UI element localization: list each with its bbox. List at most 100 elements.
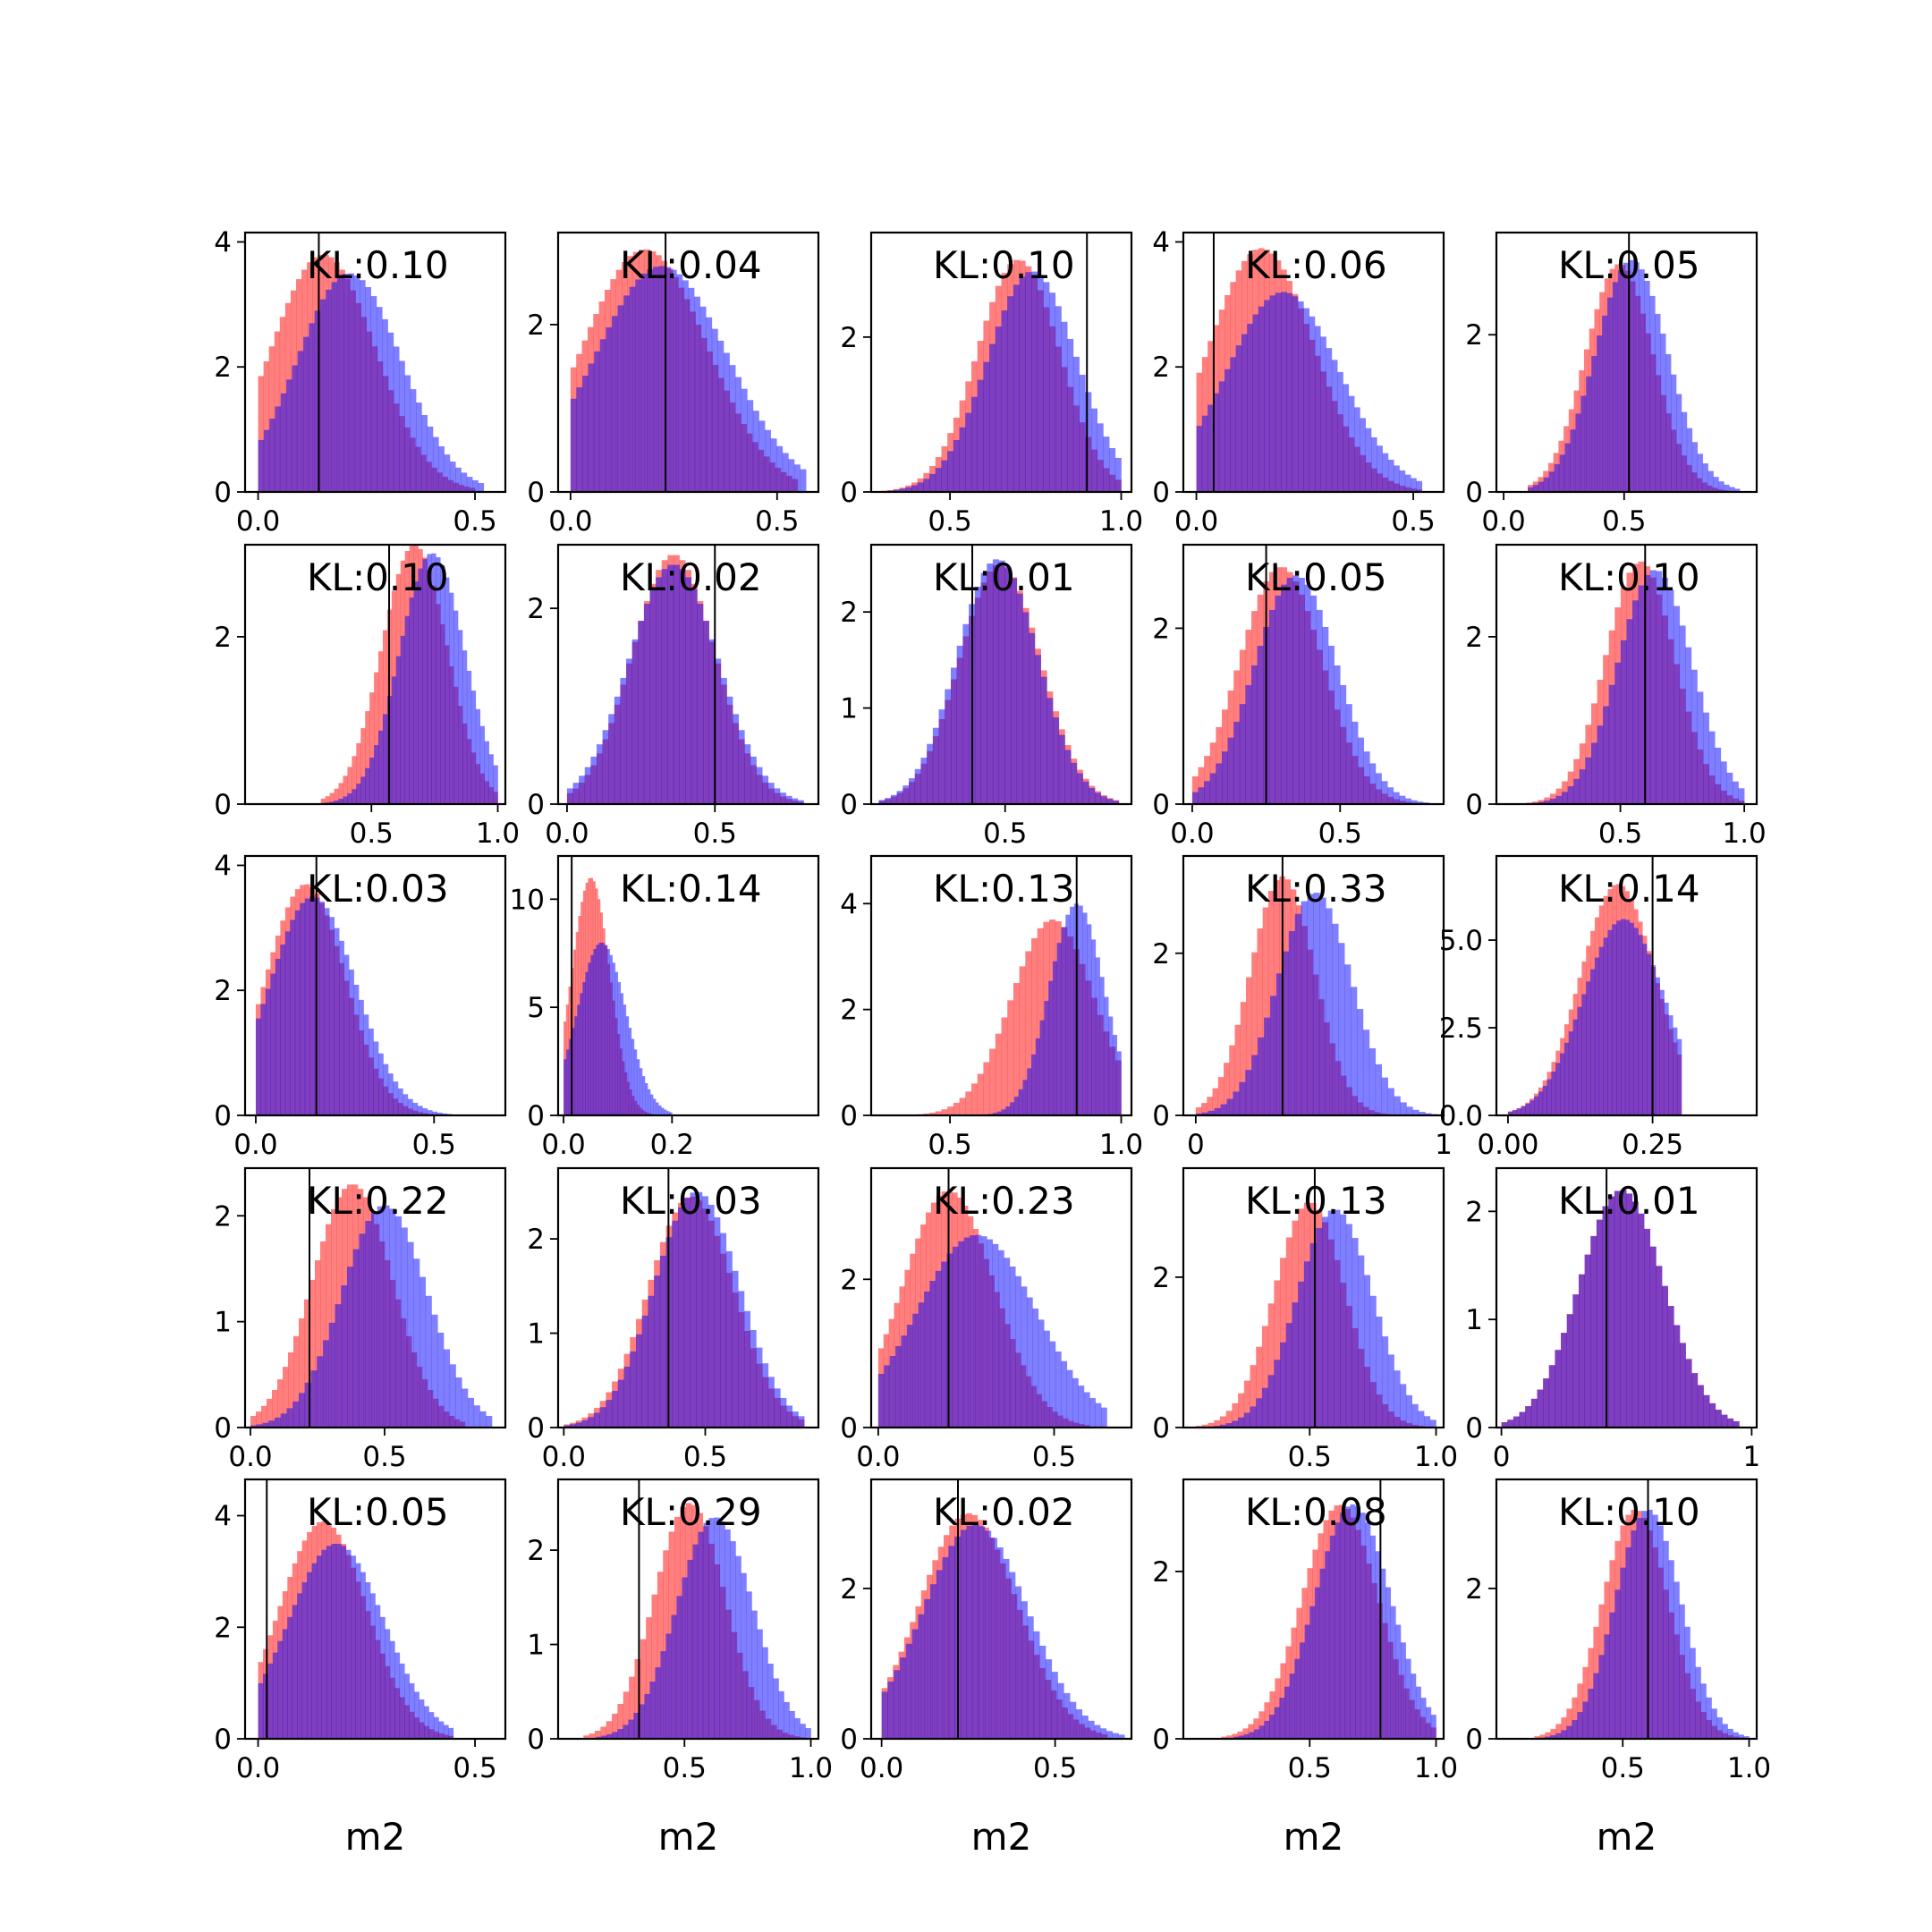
blue-bar [1328, 645, 1335, 804]
blue-bar [977, 379, 984, 492]
blue-bar [331, 282, 338, 492]
blue-bar [1656, 1266, 1663, 1428]
red-bar [369, 692, 375, 804]
blue-bar [640, 273, 648, 492]
histogram-bars [1507, 884, 1682, 1115]
blue-bar [649, 589, 657, 804]
blue-bar [1721, 1414, 1728, 1428]
red-bar [1207, 1097, 1213, 1115]
blue-bar [1420, 1698, 1427, 1739]
blue-bar [741, 1572, 747, 1739]
blue-bar [1543, 1378, 1550, 1428]
red-bar [1561, 1717, 1567, 1739]
y-tick-label: 4 [214, 850, 232, 882]
blue-bar [1623, 262, 1629, 492]
y-tick-label: 0 [840, 1724, 858, 1756]
x-tick-label: 0.5 [1032, 1441, 1076, 1473]
blue-bar [1631, 1530, 1637, 1739]
red-bar [617, 1704, 624, 1739]
blue-bar [744, 744, 751, 804]
blue-bar [1029, 632, 1036, 804]
red-bar [1257, 928, 1263, 1115]
blue-bar [1660, 333, 1666, 492]
blue-bar [1106, 1731, 1113, 1739]
blue-bar [470, 691, 477, 804]
blue-bar [1674, 606, 1681, 804]
blue-bar [628, 1719, 634, 1739]
blue-bar [356, 784, 361, 804]
blue-bar [1118, 1734, 1125, 1739]
blue-bar [979, 1526, 986, 1739]
blue-bar [738, 1291, 745, 1428]
blue-bar [1267, 1375, 1275, 1428]
panel-16: 0.0 0.5 0 1 2 KL:0.22 [214, 1166, 507, 1473]
blue-bar [1673, 1027, 1678, 1115]
blue-bar [1732, 781, 1739, 804]
blue-bar [1279, 1698, 1285, 1739]
red-bar [1204, 756, 1211, 804]
blue-bar [1405, 798, 1411, 804]
red-bar [304, 1299, 310, 1428]
blue-bar [797, 800, 804, 804]
blue-bar [1656, 571, 1663, 804]
red-bar [1225, 1411, 1233, 1428]
blue-bar [682, 280, 689, 492]
x-tick-label: 1.0 [476, 818, 520, 850]
red-bar [1274, 1280, 1281, 1428]
blue-bar [750, 756, 757, 804]
y-tick-label: 2 [527, 309, 545, 342]
blue-bar [282, 1629, 288, 1739]
x-tick-label: 0 [1493, 1441, 1511, 1473]
blue-bar [1734, 488, 1741, 492]
blue-bar [449, 462, 456, 492]
blue-bar [1572, 1019, 1578, 1115]
blue-bar [956, 645, 963, 804]
axes-frame [1182, 231, 1445, 494]
blue-bar [653, 1098, 657, 1115]
blue-bar [1604, 1634, 1610, 1739]
blue-bar [564, 1425, 571, 1428]
red-bar [288, 1352, 294, 1428]
blue-bar [698, 1531, 704, 1739]
blue-bar [1532, 485, 1539, 492]
y-tick-label: 0 [527, 789, 545, 821]
blue-bar [653, 267, 659, 492]
blue-bar [608, 714, 615, 804]
blue-bar [941, 460, 948, 492]
y-tick-label: 0 [1152, 1412, 1170, 1445]
x-tick-label: 0.0 [233, 1129, 277, 1161]
blue-bar [1289, 1674, 1295, 1739]
blue-bar [286, 379, 292, 492]
blue-bar [1585, 757, 1592, 804]
blue-bar [743, 1310, 750, 1428]
blue-bar [1239, 1735, 1245, 1739]
blue-bar [1726, 772, 1733, 804]
y-tick-label: 2 [527, 1535, 545, 1567]
y-tick-label: 0 [840, 1100, 858, 1132]
blue-bar [1322, 626, 1329, 804]
bottom-xlabels: m2 m2 m2 m2 m2 [345, 1815, 1657, 1859]
blue-bar [1230, 357, 1236, 492]
panel-5: 0.0 0.5 0 2 KL:0.05 [1465, 231, 1758, 538]
blue-bar [782, 453, 789, 492]
blue-bar [715, 658, 722, 804]
blue-bar [1652, 1514, 1658, 1739]
blue-bar [1387, 1088, 1394, 1115]
blue-bar [353, 275, 360, 492]
blue-bar [1674, 1325, 1681, 1428]
red-bar [1224, 1063, 1230, 1115]
blue-bar [1033, 1631, 1040, 1739]
blue-bar [1371, 436, 1377, 492]
blue-bar [643, 604, 650, 804]
blue-bar [1049, 292, 1056, 492]
axes-frame [1182, 1166, 1445, 1429]
x-tick-label: 0.0 [548, 505, 592, 538]
blue-bar [455, 1377, 462, 1428]
blue-bar [778, 1690, 784, 1739]
blue-bar [1233, 1736, 1240, 1739]
blue-bar [762, 1363, 769, 1428]
blue-bar [1542, 1085, 1547, 1115]
blue-bar [1400, 1642, 1406, 1739]
blue-bar [341, 1285, 348, 1428]
blue-bar [582, 982, 586, 1115]
